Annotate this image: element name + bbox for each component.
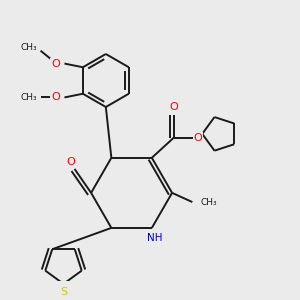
Text: O: O — [51, 92, 60, 102]
Text: CH₃: CH₃ — [200, 198, 217, 207]
Text: CH₃: CH₃ — [20, 93, 37, 102]
Text: NH: NH — [147, 233, 163, 243]
Text: O: O — [169, 102, 178, 112]
Text: O: O — [51, 58, 60, 69]
Text: CH₃: CH₃ — [20, 43, 37, 52]
Text: O: O — [194, 133, 202, 142]
Text: S: S — [60, 287, 67, 297]
Text: O: O — [67, 157, 75, 166]
